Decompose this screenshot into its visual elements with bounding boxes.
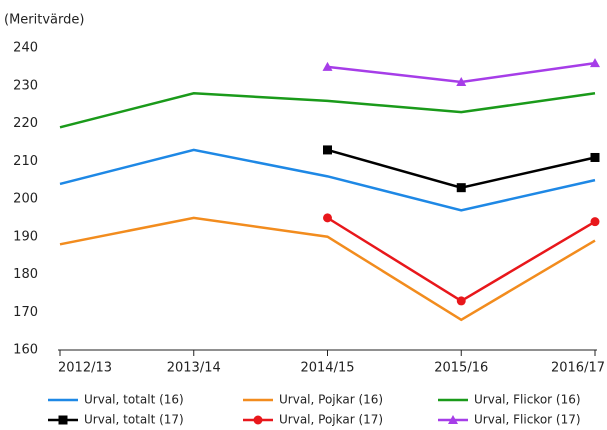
marker <box>448 415 458 424</box>
marker <box>456 183 466 193</box>
legend-label: Urval, Pojkar (16) <box>279 393 383 407</box>
legend-label: Urval, totalt (17) <box>84 413 184 427</box>
y-tick-label: 230 <box>13 78 38 93</box>
y-tick-label: 180 <box>13 267 38 282</box>
marker <box>58 415 68 425</box>
y-axis-label: (Meritvärde) <box>4 13 84 28</box>
marker <box>590 217 600 227</box>
y-tick-label: 190 <box>13 229 38 244</box>
legend-label: Urval, Flickor (16) <box>474 393 581 407</box>
y-tick-label: 200 <box>13 192 38 207</box>
marker <box>323 213 332 223</box>
legend-label: Urval, totalt (16) <box>84 393 184 407</box>
y-tick-label: 160 <box>13 343 38 358</box>
series-line <box>326 216 596 303</box>
x-tick-label: 2012/13 <box>58 361 112 376</box>
marker <box>322 61 333 71</box>
y-tick-label: 240 <box>13 41 38 56</box>
marker <box>253 415 263 425</box>
series-line <box>59 92 596 129</box>
y-tick-label: 210 <box>13 154 38 169</box>
x-tick-label: 2013/14 <box>167 361 221 376</box>
marker <box>456 76 467 86</box>
marker <box>323 145 332 155</box>
series-line <box>59 216 596 322</box>
legend: Urval, totalt (16) Urval, Pojkar (16) Urva… <box>48 393 581 427</box>
marker <box>456 296 466 306</box>
legend-label: Urval, Flickor (17) <box>474 413 581 427</box>
x-tick-label: 2014/15 <box>300 361 354 376</box>
series-line <box>59 148 596 212</box>
series-line <box>327 148 596 189</box>
y-tick-label: 170 <box>13 305 38 320</box>
x-tick-label: 2016/17 <box>551 361 605 376</box>
marker <box>590 58 600 68</box>
legend-label: Urval, Pojkar (17) <box>279 413 383 427</box>
x-tick-label: 2015/16 <box>434 361 488 376</box>
marker <box>590 152 600 162</box>
y-tick-label: 220 <box>13 116 38 131</box>
